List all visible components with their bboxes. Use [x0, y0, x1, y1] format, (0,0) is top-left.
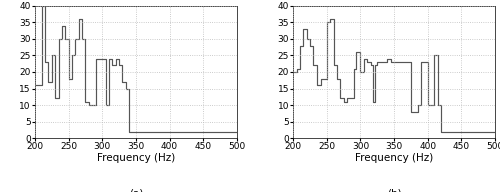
- X-axis label: Frequency (Hz): Frequency (Hz): [97, 153, 175, 163]
- X-axis label: Frequency (Hz): Frequency (Hz): [355, 153, 433, 163]
- Text: (a): (a): [128, 189, 143, 192]
- Text: (b): (b): [387, 189, 402, 192]
